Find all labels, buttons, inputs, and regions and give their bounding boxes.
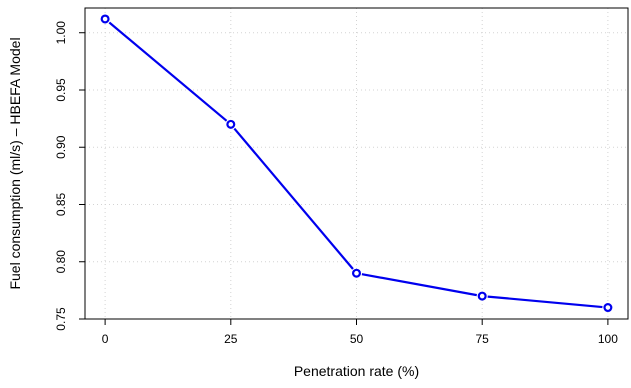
y-tick-label: 0.95 [54, 78, 68, 102]
y-tick-label: 0.85 [54, 192, 68, 216]
series-line-segment [361, 273, 477, 297]
data-point [352, 268, 362, 278]
x-tick-label: 25 [224, 332, 238, 346]
series-layer [100, 14, 613, 313]
y-tick-label: 0.80 [54, 250, 68, 274]
x-tick-label: 50 [350, 332, 364, 346]
y-tick-label: 0.75 [54, 307, 68, 331]
x-axis-label: Penetration rate (%) [294, 363, 419, 379]
x-axis: 0 25 50 75 100 [102, 319, 618, 346]
data-point [603, 303, 613, 313]
series-line-segment [487, 295, 603, 309]
x-tick-label: 75 [476, 332, 490, 346]
series-line-segment [233, 127, 354, 270]
y-tick-label: 1.00 [54, 21, 68, 45]
y-axis: 0.75 0.80 0.85 0.90 0.95 1.00 [54, 21, 85, 331]
data-point [226, 119, 236, 129]
x-tick-label: 0 [102, 332, 109, 346]
series-line-segment [108, 21, 228, 122]
x-tick-label: 100 [598, 332, 618, 346]
data-point [477, 291, 487, 301]
y-axis-label: Fuel consumption (ml/s) – HBEFA Model [7, 37, 23, 289]
y-tick-label: 0.90 [54, 135, 68, 159]
data-point [100, 14, 110, 24]
